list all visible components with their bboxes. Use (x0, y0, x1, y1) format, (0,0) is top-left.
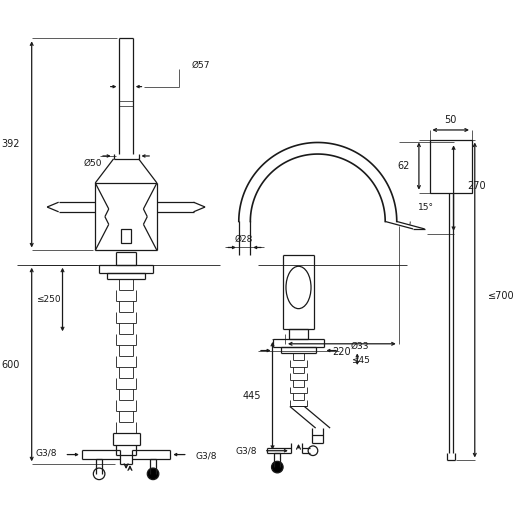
Text: G3/8: G3/8 (196, 452, 217, 461)
Text: ≤700: ≤700 (488, 291, 515, 301)
Text: 392: 392 (2, 139, 20, 149)
Text: 15°: 15° (418, 203, 434, 213)
Circle shape (308, 446, 318, 456)
Text: Ø50: Ø50 (83, 159, 101, 168)
Circle shape (93, 468, 105, 479)
Text: ≤250: ≤250 (36, 295, 61, 304)
Text: 62: 62 (397, 161, 409, 171)
Text: G3/8: G3/8 (35, 448, 57, 457)
Circle shape (147, 468, 159, 479)
Text: 220: 220 (332, 346, 351, 357)
Circle shape (271, 461, 283, 473)
Text: G3/8: G3/8 (236, 446, 257, 455)
Text: Ø57: Ø57 (191, 61, 210, 70)
Text: 50: 50 (445, 115, 457, 125)
Text: 600: 600 (2, 359, 20, 370)
Bar (430, 139, 472, 192)
Text: ≤45: ≤45 (350, 356, 369, 365)
Text: Ø28: Ø28 (235, 235, 253, 244)
Bar (121, 229, 131, 243)
Text: Ø33: Ø33 (350, 342, 369, 351)
Ellipse shape (286, 266, 311, 309)
Text: 270: 270 (467, 181, 486, 191)
Text: 445: 445 (242, 391, 261, 401)
